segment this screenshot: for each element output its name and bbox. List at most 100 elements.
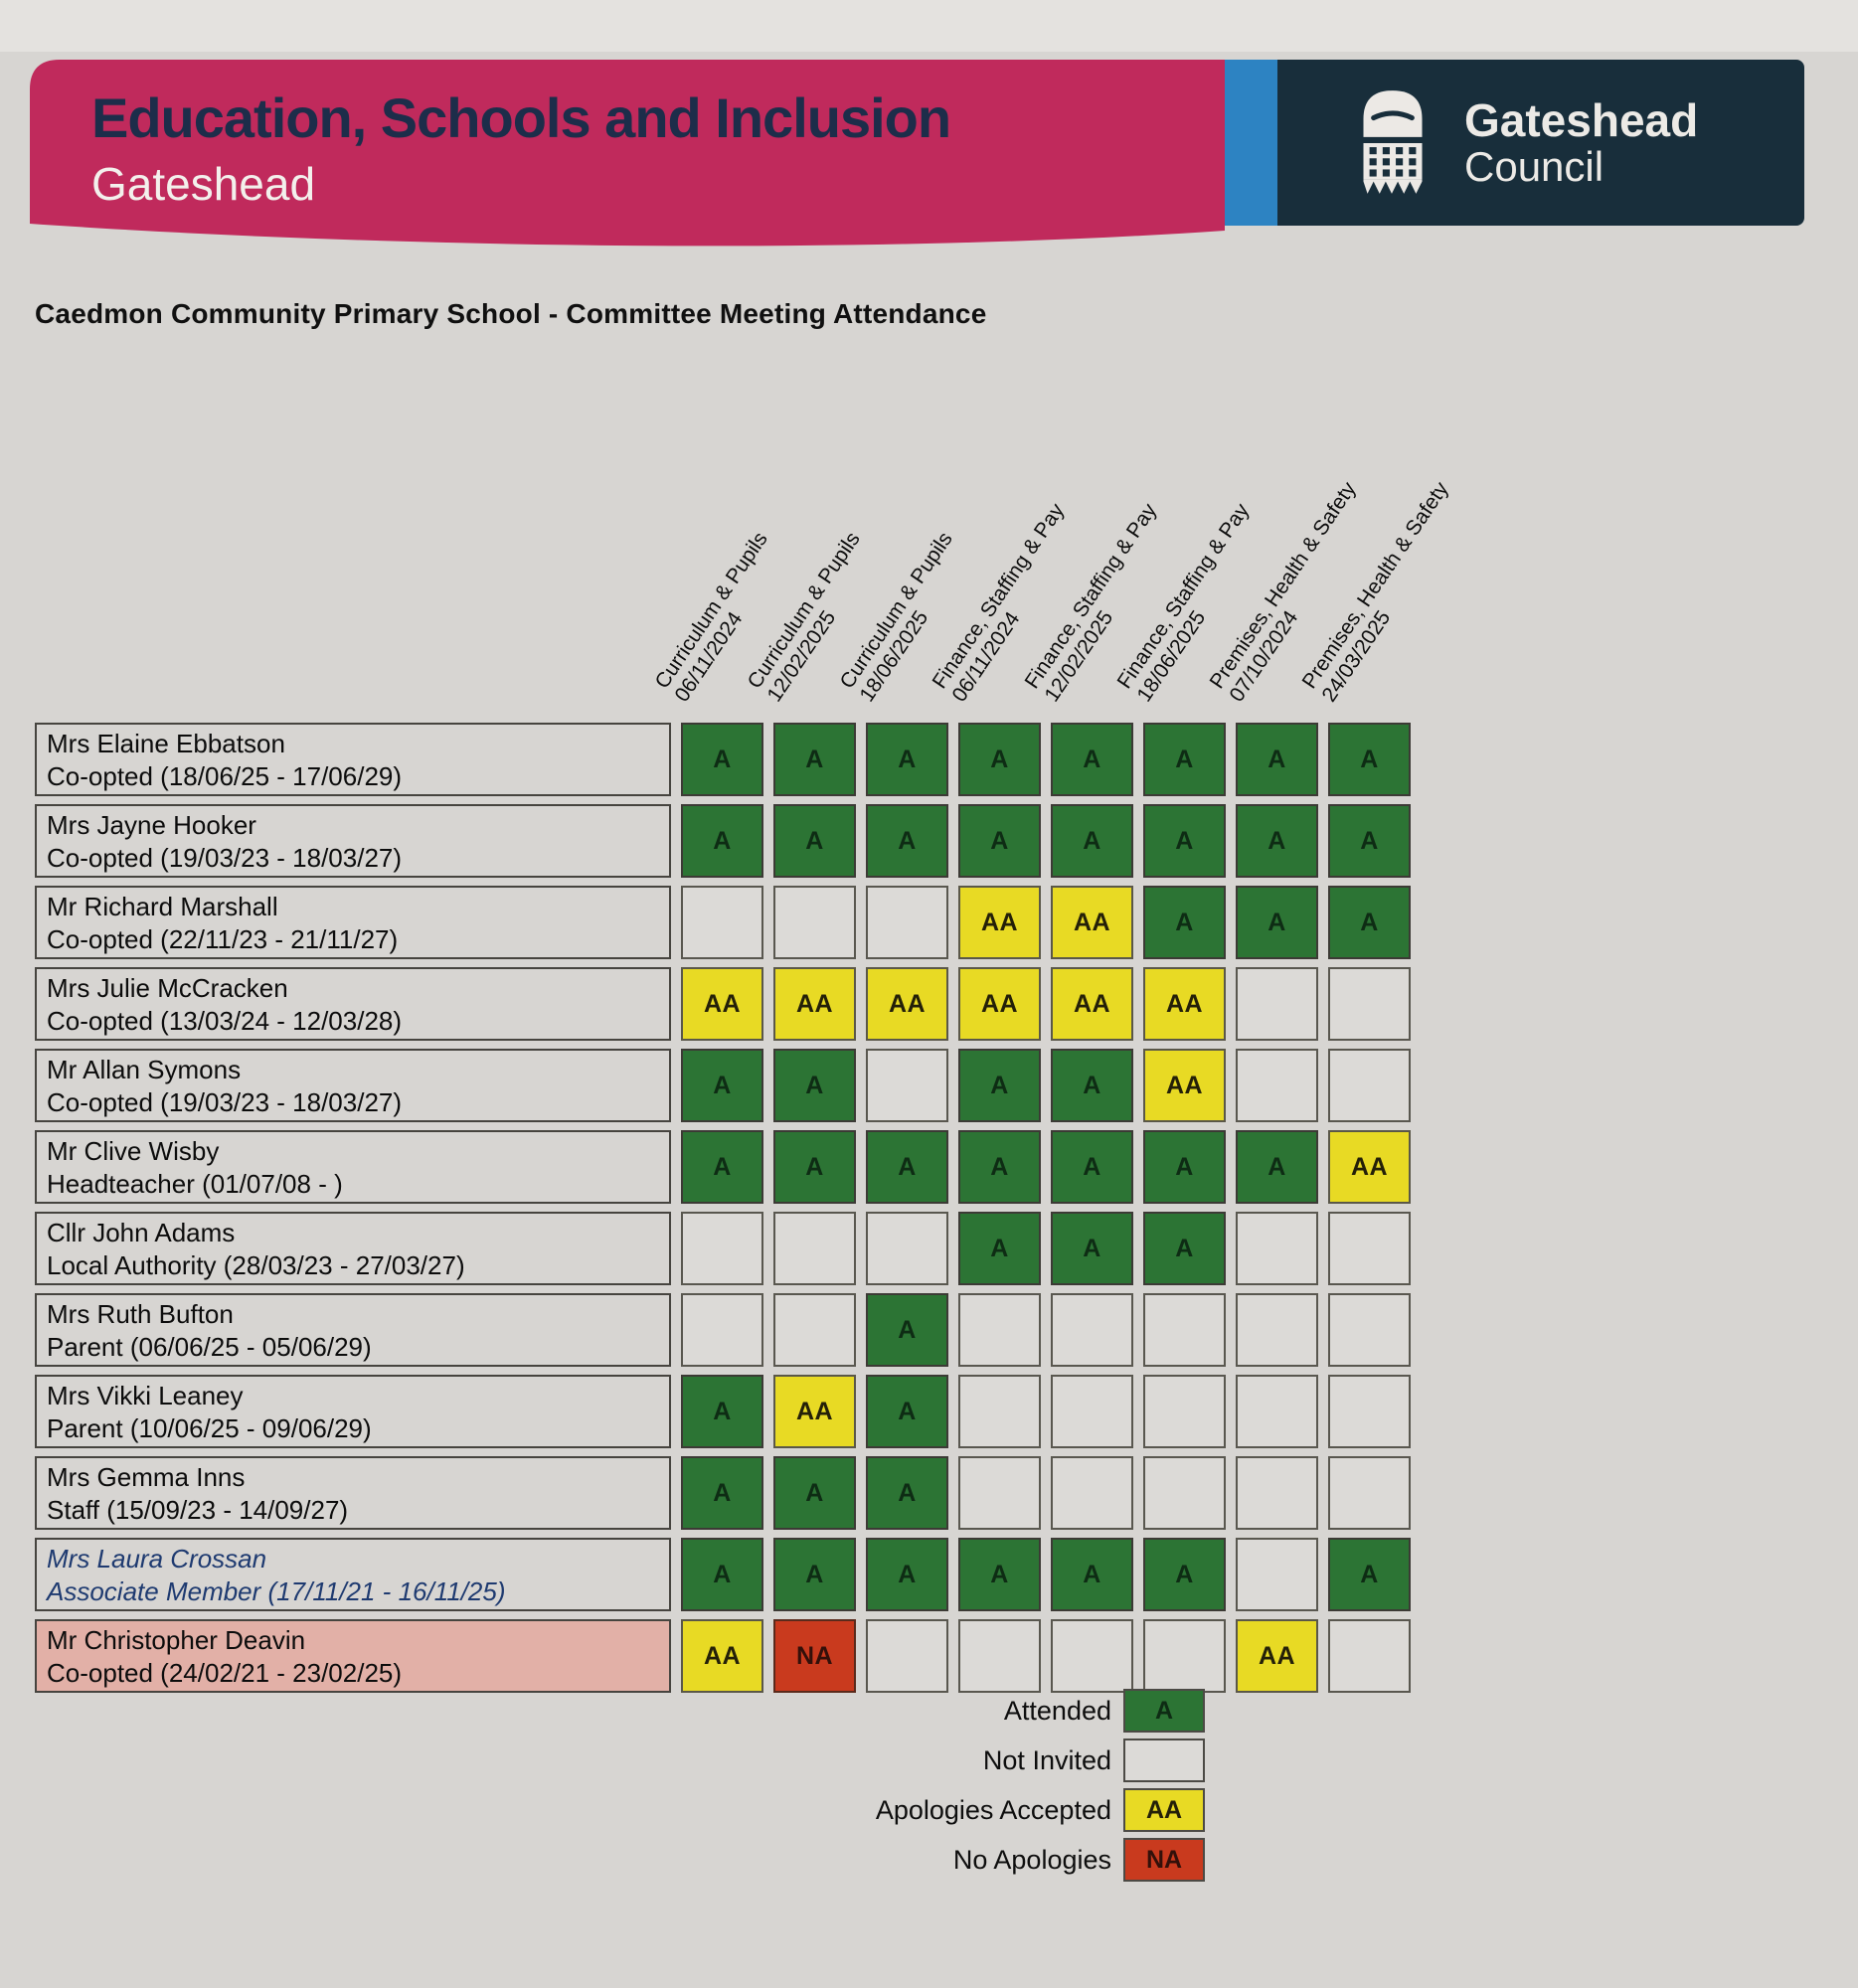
- attendance-cell-not-invited: [1328, 967, 1411, 1041]
- legend-row: No Apologies NA: [0, 1837, 1205, 1883]
- legend-label: Not Invited: [982, 1744, 1111, 1775]
- member-name: Mr Allan Symons: [47, 1055, 242, 1084]
- attendance-cell-a: A: [1143, 804, 1226, 878]
- attendance-cell-aa: AA: [866, 967, 948, 1041]
- member-name-cell: Mrs Vikki Leaney Parent (10/06/25 - 09/06…: [35, 1375, 671, 1448]
- attendance-cell-aa: AA: [1236, 1619, 1318, 1693]
- member-name-cell: Mrs Gemma Inns Staff (15/09/23 - 14/09/27…: [35, 1456, 671, 1530]
- member-name: Mrs Gemma Inns: [47, 1462, 246, 1492]
- attendance-cell-aa: AA: [773, 1375, 856, 1448]
- attendance-cell-not-invited: [1236, 1212, 1318, 1285]
- legend-swatch-na: NA: [1123, 1838, 1205, 1882]
- attendance-cell-not-invited: [1143, 1375, 1226, 1448]
- attendance-cell-a: A: [866, 1456, 948, 1530]
- banner-blue-stripe: [1225, 60, 1277, 226]
- member-name: Mr Christopher Deavin: [47, 1625, 306, 1655]
- legend-swatch-a: A: [1123, 1689, 1205, 1733]
- member-role-term: Co-opted (24/02/21 - 23/02/25): [47, 1658, 403, 1688]
- paper-edge-highlight: [0, 0, 1858, 52]
- attendance-cell-aa: AA: [958, 886, 1041, 959]
- attendance-cell-a: A: [1143, 1212, 1226, 1285]
- attendance-cell-a: A: [958, 1130, 1041, 1204]
- attendance-cell-a: A: [1051, 804, 1133, 878]
- attendance-cell-not-invited: [866, 1619, 948, 1693]
- member-name-cell: Mrs Ruth Bufton Parent (06/06/25 - 05/06/…: [35, 1293, 671, 1367]
- attendance-cell-a: A: [1236, 1130, 1318, 1204]
- attendance-cell-a: A: [866, 1130, 948, 1204]
- attendance-cell-a: A: [958, 804, 1041, 878]
- attendance-cell-a: A: [1051, 1538, 1133, 1611]
- attendance-cell-not-invited: [1051, 1619, 1133, 1693]
- council-logo-word: Council: [1464, 142, 1605, 190]
- attendance-cell-not-invited: [681, 1212, 763, 1285]
- attendance-cell-a: A: [1143, 723, 1226, 796]
- member-name-cell: Mrs Laura Crossan Associate Member (17/11…: [35, 1538, 671, 1611]
- member-name-cell: Cllr John Adams Local Authority (28/03/23…: [35, 1212, 671, 1285]
- attendance-cell-aa: AA: [681, 1619, 763, 1693]
- attendance-cell-not-invited: [681, 1293, 763, 1367]
- attendance-cell-a: A: [958, 1049, 1041, 1122]
- member-name: Mrs Vikki Leaney: [47, 1381, 244, 1410]
- attendance-cell-a: A: [773, 1456, 856, 1530]
- attendance-cell-a: A: [681, 1456, 763, 1530]
- attendance-cell-not-invited: [1236, 1375, 1318, 1448]
- attendance-cell-a: A: [866, 723, 948, 796]
- attendance-cell-a: A: [1236, 804, 1318, 878]
- member-name-cell: Mrs Julie McCracken Co-opted (13/03/24 - …: [35, 967, 671, 1041]
- member-role-term: Associate Member (17/11/21 - 16/11/25): [47, 1576, 506, 1606]
- attendance-cell-a: A: [773, 1538, 856, 1611]
- attendance-cell-a: A: [773, 1049, 856, 1122]
- page-title: Caedmon Community Primary School - Commi…: [35, 298, 987, 329]
- legend-row: Apologies Accepted AA: [0, 1787, 1205, 1833]
- attendance-cell-a: A: [1051, 1049, 1133, 1122]
- attendance-cell-aa: AA: [1328, 1130, 1411, 1204]
- attendance-cell-not-invited: [1236, 1456, 1318, 1530]
- council-logo-name: Gateshead: [1464, 93, 1699, 146]
- member-name: Cllr John Adams: [47, 1218, 236, 1247]
- attendance-cell-a: A: [1051, 1130, 1133, 1204]
- attendance-cell-a: A: [1236, 723, 1318, 796]
- attendance-cell-not-invited: [1143, 1456, 1226, 1530]
- attendance-cell-not-invited: [866, 1049, 948, 1122]
- member-name: Mr Clive Wisby: [47, 1136, 220, 1166]
- attendance-cell-a: A: [1143, 886, 1226, 959]
- legend-swatch-not-invited: [1123, 1739, 1205, 1782]
- attendance-cell-not-invited: [958, 1293, 1041, 1367]
- member-name: Mrs Elaine Ebbatson: [47, 729, 285, 758]
- attendance-cell-a: A: [681, 1130, 763, 1204]
- attendance-cell-not-invited: [681, 886, 763, 959]
- attendance-cell-not-invited: [1236, 967, 1318, 1041]
- attendance-cell-not-invited: [773, 886, 856, 959]
- member-role-term: Headteacher (01/07/08 - ): [47, 1169, 343, 1199]
- attendance-cell-a: A: [773, 804, 856, 878]
- legend-swatch-aa: AA: [1123, 1788, 1205, 1832]
- attendance-cell-a: A: [681, 1538, 763, 1611]
- member-name: Mrs Julie McCracken: [47, 973, 288, 1003]
- attendance-cell-a: A: [681, 1375, 763, 1448]
- attendance-cell-a: A: [1328, 804, 1411, 878]
- attendance-cell-a: A: [681, 1049, 763, 1122]
- legend-row: Attended A: [0, 1688, 1205, 1734]
- attendance-cell-aa: AA: [1143, 967, 1226, 1041]
- member-name-cell: Mr Richard Marshall Co-opted (22/11/23 - …: [35, 886, 671, 959]
- attendance-cell-not-invited: [1051, 1293, 1133, 1367]
- attendance-cell-not-invited: [1328, 1212, 1411, 1285]
- member-role-term: Staff (15/09/23 - 14/09/27): [47, 1495, 349, 1525]
- member-name-cell: Mr Clive Wisby Headteacher (01/07/08 - ): [35, 1130, 671, 1204]
- attendance-cell-a: A: [866, 1293, 948, 1367]
- attendance-cell-a: A: [1051, 1212, 1133, 1285]
- attendance-cell-aa: AA: [1051, 967, 1133, 1041]
- legend-row: Not Invited: [0, 1738, 1205, 1783]
- attendance-cell-not-invited: [866, 1212, 948, 1285]
- legend-label: Attended: [1003, 1695, 1111, 1726]
- member-name-cell: Mr Christopher Deavin Co-opted (24/02/21 …: [35, 1619, 671, 1693]
- attendance-cell-not-invited: [958, 1456, 1041, 1530]
- member-name: Mrs Jayne Hooker: [47, 810, 256, 840]
- member-role-term: Co-opted (19/03/23 - 18/03/27): [47, 843, 403, 873]
- member-name: Mr Richard Marshall: [47, 892, 278, 921]
- attendance-cell-na: NA: [773, 1619, 856, 1693]
- member-role-term: Co-opted (22/11/23 - 21/11/27): [47, 924, 399, 954]
- council-building-icon: [1363, 89, 1423, 194]
- attendance-cell-not-invited: [958, 1375, 1041, 1448]
